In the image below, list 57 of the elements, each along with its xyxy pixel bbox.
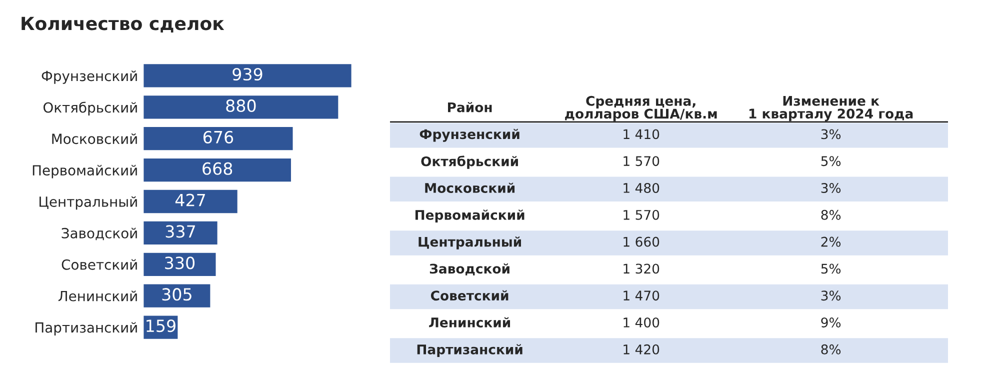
text: 1 470: [624, 290, 660, 301]
category-label: Партизанский: [417, 344, 522, 357]
text: 1 410: [624, 129, 660, 140]
y-tick-label: Московский: [52, 133, 137, 144]
bar: [143, 188, 239, 214]
y-tick-label: Заводской: [62, 228, 137, 240]
bar: [143, 251, 218, 278]
data-label: 676: [203, 130, 234, 144]
text: 3%: [821, 129, 841, 140]
y-tick-label: Ленинский: [58, 290, 137, 302]
data-label: 305: [162, 288, 192, 301]
text: 1 320: [624, 264, 660, 274]
bar: [143, 157, 292, 184]
text: 3%: [821, 290, 841, 301]
text: Район: [448, 102, 492, 112]
y-tick-label: Первомайский: [32, 164, 137, 178]
text: 9%: [821, 318, 841, 328]
text: 3%: [821, 183, 841, 193]
y-tick-label: Фрунзенский: [42, 70, 137, 84]
text: 1 570: [624, 210, 660, 220]
data-label: 939: [232, 68, 262, 81]
y-tick-label: Октябрьский: [44, 102, 137, 116]
category-label: Заводской: [430, 263, 510, 276]
category-label: Советский: [430, 290, 508, 301]
category-label: Октябрьский: [421, 156, 518, 169]
data-label: 337: [166, 225, 195, 238]
chart-title: Количество сделок: [22, 16, 224, 32]
category-label: Средняя цена, долларов США/кв.м: [565, 96, 717, 122]
data-label: 330: [165, 256, 195, 270]
bar: [143, 220, 219, 246]
text: 8%: [821, 210, 841, 220]
data-label: 668: [202, 162, 232, 175]
text: 1 480: [624, 183, 660, 193]
text: 1 400: [624, 318, 660, 328]
category-label: Первомайский: [415, 210, 524, 222]
bar: [143, 62, 352, 89]
category-label: Изменение к 1 кварталу 2024 года: [749, 96, 913, 122]
category-label: Центральный: [418, 236, 521, 250]
data-label: 880: [226, 99, 256, 112]
bar: [143, 126, 294, 152]
text: 5%: [821, 264, 841, 274]
text: 1 660: [624, 236, 660, 247]
text: 5%: [821, 156, 841, 166]
category-label: Московский: [425, 182, 515, 193]
data-label: 159: [146, 320, 176, 332]
bar: [143, 94, 340, 120]
category-label: Ленинский: [429, 317, 510, 328]
text: 1 570: [624, 156, 660, 166]
y-tick-label: Советский: [62, 259, 137, 270]
text: 8%: [821, 344, 841, 354]
category-label: Фрунзенский: [420, 128, 520, 142]
text: 2%: [821, 236, 841, 247]
data-label: 427: [175, 194, 205, 206]
text: 1 420: [624, 344, 660, 354]
y-tick-label: Центральный: [40, 196, 137, 210]
bar: [143, 282, 212, 309]
y-tick-label: Партизанский: [36, 322, 137, 336]
